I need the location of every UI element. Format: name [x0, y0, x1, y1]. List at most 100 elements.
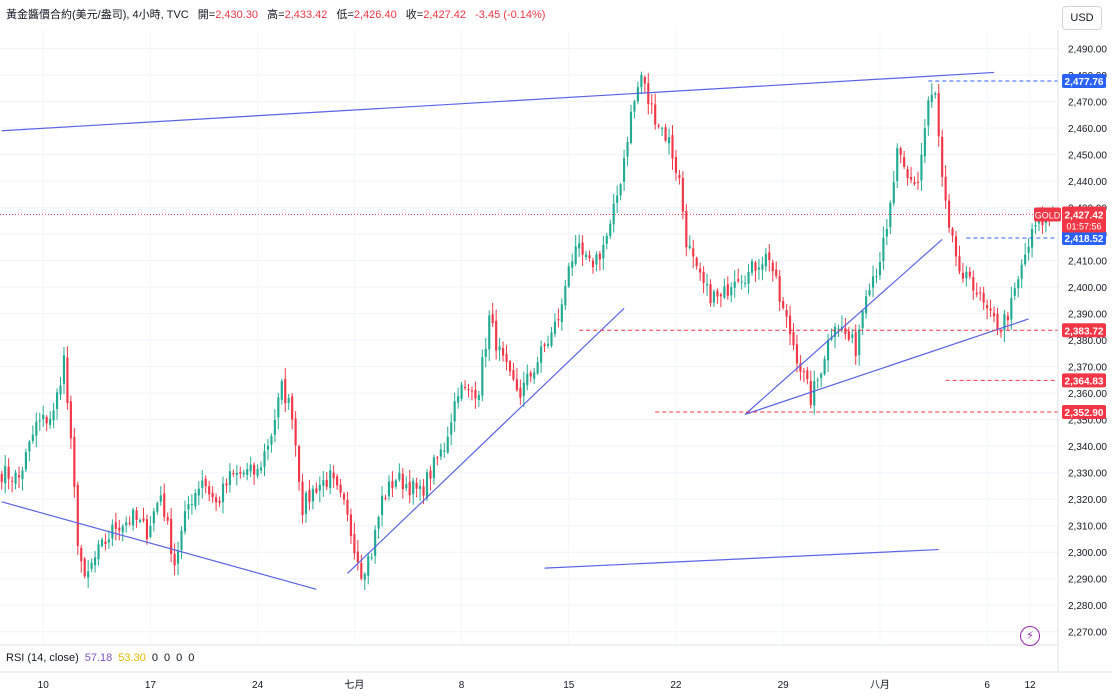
level-price-tag — [1062, 404, 1106, 419]
candle-body — [405, 484, 408, 489]
candle-body — [961, 272, 964, 279]
candle-body — [97, 544, 100, 560]
candle-body — [999, 331, 1003, 333]
candle-body — [322, 480, 325, 486]
time-tick-label: 17 — [145, 680, 157, 691]
candle-body — [432, 457, 435, 479]
candle-body — [550, 332, 553, 346]
candle-body — [235, 472, 238, 476]
lightning-icon[interactable]: ⚡ — [1020, 626, 1040, 646]
candle-body — [329, 470, 332, 489]
time-tick-label: 6 — [984, 680, 990, 691]
candle-body — [685, 210, 688, 248]
candle-body — [142, 518, 145, 521]
candle-body — [180, 530, 183, 551]
candle-body — [809, 380, 812, 405]
candle-body — [557, 319, 560, 321]
change-value: -3.45 (-0.14%) — [475, 9, 546, 21]
candle-body — [519, 387, 522, 398]
candle-body — [844, 328, 847, 334]
candle-body — [83, 558, 86, 577]
candle-body — [488, 315, 491, 350]
candle-body — [121, 526, 124, 533]
candle-body — [954, 236, 958, 257]
candle-body — [671, 135, 674, 159]
candle-body — [747, 271, 750, 284]
candle-body — [356, 551, 359, 563]
candle-body — [757, 267, 760, 270]
time-tick-label: 22 — [670, 680, 682, 691]
candle-body — [138, 520, 142, 522]
candle-body — [55, 392, 59, 409]
candle-body — [785, 309, 788, 317]
candle-body — [7, 466, 10, 479]
candle-body — [318, 484, 321, 491]
rsi-legend[interactable]: RSI (14, close) 57.18 53.30 0 0 0 0 — [6, 650, 194, 666]
candle-body — [66, 357, 69, 404]
candle-body — [280, 380, 283, 400]
candle-body — [813, 381, 816, 406]
candle-body — [484, 348, 487, 357]
candle-body — [896, 148, 899, 182]
candle-body — [14, 472, 17, 484]
candle-body — [768, 252, 771, 261]
rsi-extra-1: 0 — [151, 652, 158, 664]
candle-body — [584, 254, 588, 257]
candle-body — [958, 256, 961, 272]
price-axis-ticks: 2,270.00 2,280.00 2,290.00 2,300.00 2,310.00… — [1068, 45, 1107, 639]
level-price-tag — [1062, 74, 1106, 89]
candle-body — [571, 261, 574, 268]
candle-body — [574, 246, 577, 264]
candle-body — [315, 488, 318, 493]
last-price-text: 2,427.42 — [1065, 210, 1104, 221]
price-tick-label: 2,360.00 — [1068, 389, 1107, 400]
candle-body — [664, 127, 667, 141]
candle-body — [712, 291, 716, 303]
time-axis-ticks: 10 17 24 七月 8 15 22 29 八月 6 12 — [38, 679, 1036, 691]
trendline-drawings — [1, 71, 1029, 590]
trendline — [744, 318, 1029, 415]
price-tick-label: 2,390.00 — [1068, 310, 1107, 321]
candle-body — [1034, 224, 1037, 227]
candle-body — [1024, 254, 1027, 265]
candle-body — [681, 178, 684, 212]
candle-body — [526, 373, 529, 386]
candle-body — [820, 373, 823, 379]
close-value: 2,427.42 — [423, 9, 467, 21]
candle-body — [633, 101, 636, 112]
price-tick-label: 2,410.00 — [1068, 257, 1107, 268]
candle-body — [135, 510, 138, 521]
time-tick-label: 七月 — [344, 679, 364, 691]
candle-body — [187, 504, 190, 510]
candle-body — [802, 371, 805, 373]
price-tick-label: 2,280.00 — [1068, 601, 1107, 612]
candle-body — [699, 268, 702, 273]
candle-body — [443, 450, 446, 452]
time-tick-label: 15 — [563, 680, 575, 691]
level-price-tag-text: 2,352.90 — [1065, 408, 1104, 419]
symbol-title[interactable]: 黃金醬價合約(美元/盎司), 4小時, TVC — [6, 9, 189, 21]
candle-body — [750, 261, 754, 273]
candle-body — [927, 100, 930, 126]
candle-body — [934, 93, 937, 95]
candle-body — [923, 128, 926, 157]
candle-body — [21, 470, 24, 480]
candle-body — [913, 182, 916, 184]
candle-body — [308, 490, 311, 502]
level-price-tag-text: 2,418.52 — [1065, 234, 1104, 245]
price-tick-label: 2,290.00 — [1068, 575, 1107, 586]
candle-body — [495, 320, 498, 351]
candle-body — [477, 395, 480, 400]
candle-body — [90, 562, 93, 569]
high-value: 2,433.42 — [284, 9, 328, 21]
chart-legend-header: 黃金醬價合約(美元/盎司), 4小時, TVC 開=2,430.30 高=2,4… — [6, 6, 545, 24]
level-price-tag-text: 2,364.83 — [1065, 376, 1104, 387]
candle-body — [540, 346, 543, 363]
price-tick-label: 2,330.00 — [1068, 469, 1107, 480]
candle-body — [778, 276, 781, 302]
rsi-value: 57.18 — [84, 652, 113, 664]
open-label: 開= — [197, 9, 216, 21]
currency-button[interactable]: USD — [1062, 6, 1102, 30]
candle-body — [363, 573, 366, 580]
